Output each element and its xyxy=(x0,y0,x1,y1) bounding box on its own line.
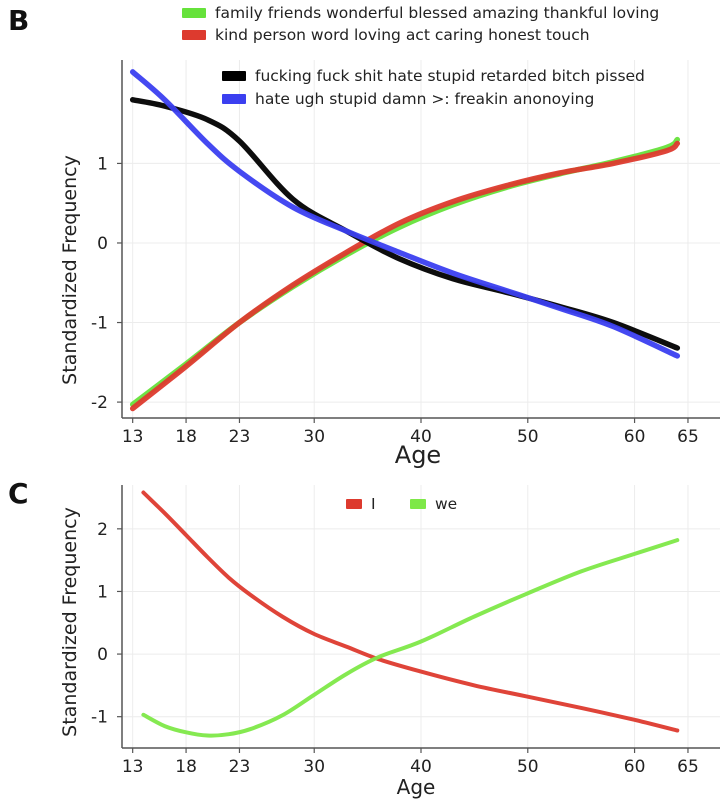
panel-b-y-tick-label: 1 xyxy=(97,154,108,174)
panel-b-legend-inner: fucking fuck shit hate stupid retarded b… xyxy=(222,67,645,108)
panel-b-x-tick-label: 18 xyxy=(175,427,197,447)
panel-b-legend-top: family friends wonderful blessed amazing… xyxy=(182,4,659,44)
panel-b-series-kind-person-word-loving-act-caring-hones xyxy=(129,140,681,412)
panel-c-x-tick-label: 30 xyxy=(303,757,325,777)
panel-b-y-tick-label: 0 xyxy=(97,234,108,254)
panel-c-ticks: 13 18 23 30 40 50 60 65 2 1 0 -1 xyxy=(91,520,699,777)
panel-b-x-tick-label: 65 xyxy=(677,427,699,447)
panel-b-legend-label-hate-ugh-stupid-damn-freakin-anonoying: hate ugh stupid damn >: freakin anonoyin… xyxy=(255,90,594,108)
panel-c-legend-label-we: we xyxy=(435,495,457,513)
panel-b-lines xyxy=(129,69,681,412)
panel-c-x-tick-label: 50 xyxy=(517,757,539,777)
panel-b-legend-swatch-family-friends-wonderful-blessed-amazing xyxy=(182,8,206,18)
panel-b-letter: B xyxy=(8,4,29,37)
panel-c-lines xyxy=(141,490,680,738)
panel-c-x-tick-label: 18 xyxy=(175,757,197,777)
panel-b-x-tick-label: 60 xyxy=(624,427,646,447)
panel-c-x-tick-label: 13 xyxy=(122,757,144,777)
panel-c-y-tick-label: 1 xyxy=(97,582,108,602)
panel-b-y-tick-label: -1 xyxy=(91,314,108,334)
panel-b-chart: 13 18 23 30 40 50 60 65 1 0 -1 -2 Standardized Freq… xyxy=(59,4,720,469)
panel-b-legend-label-kind-person-word-loving-act-caring-hones: kind person word loving act caring hones… xyxy=(215,26,590,44)
panel-c-grid xyxy=(122,485,720,748)
panel-c-chart: 13 18 23 30 40 50 60 65 2 1 0 -1 Standardized Frequ… xyxy=(59,485,720,799)
panel-b-legend-swatch-kind-person-word-loving-act-caring-hones xyxy=(182,30,206,40)
panel-b-x-label: Age xyxy=(395,441,441,469)
panel-c-y-tick-label: 2 xyxy=(97,520,108,540)
panel-b-legend-label-fucking-fuck-shit-hate-stupid-retarded-b: fucking fuck shit hate stupid retarded b… xyxy=(255,67,645,85)
panel-b-legend-swatch-fucking-fuck-shit-hate-stupid-retarded-b xyxy=(222,71,246,81)
panel-b-series-hate-ugh-stupid-damn-freakin-anonoying xyxy=(129,69,681,359)
panel-b-x-tick-label: 40 xyxy=(410,427,432,447)
panel-c-x-tick-label: 40 xyxy=(410,757,432,777)
panel-b-x-tick-label: 23 xyxy=(229,427,251,447)
panel-c-y-tick-label: -1 xyxy=(91,708,108,728)
panel-c-x-label: Age xyxy=(397,775,436,799)
panel-c-letter: C xyxy=(8,477,29,510)
panel-b-y-label: Standardized Frequency xyxy=(59,155,81,385)
panel-b-legend-label-family-friends-wonderful-blessed-amazing: family friends wonderful blessed amazing… xyxy=(215,4,659,22)
panel-c-legend-swatch-i xyxy=(346,499,362,509)
panel-c-legend-label-i: I xyxy=(371,495,376,513)
panel-c-y-label: Standardized Frequency xyxy=(59,507,81,737)
panel-b-x-tick-label: 50 xyxy=(517,427,539,447)
panel-c-legend-swatch-we xyxy=(410,499,426,509)
panel-b-legend-swatch-hate-ugh-stupid-damn-freakin-anonoying xyxy=(222,94,246,104)
panel-c-x-tick-label: 65 xyxy=(677,757,699,777)
panel-b-x-tick-label: 13 xyxy=(122,427,144,447)
panel-c-x-tick-label: 60 xyxy=(624,757,646,777)
panel-c-x-tick-label: 23 xyxy=(229,757,251,777)
panel-b-x-tick-label: 30 xyxy=(303,427,325,447)
panel-b-ticks: 13 18 23 30 40 50 60 65 1 0 -1 -2 xyxy=(91,154,699,447)
panel-c-y-tick-label: 0 xyxy=(97,645,108,665)
panel-c-series-i xyxy=(141,490,680,733)
panel-b-y-tick-label: -2 xyxy=(91,393,108,413)
panel-c-series-we xyxy=(141,538,680,738)
